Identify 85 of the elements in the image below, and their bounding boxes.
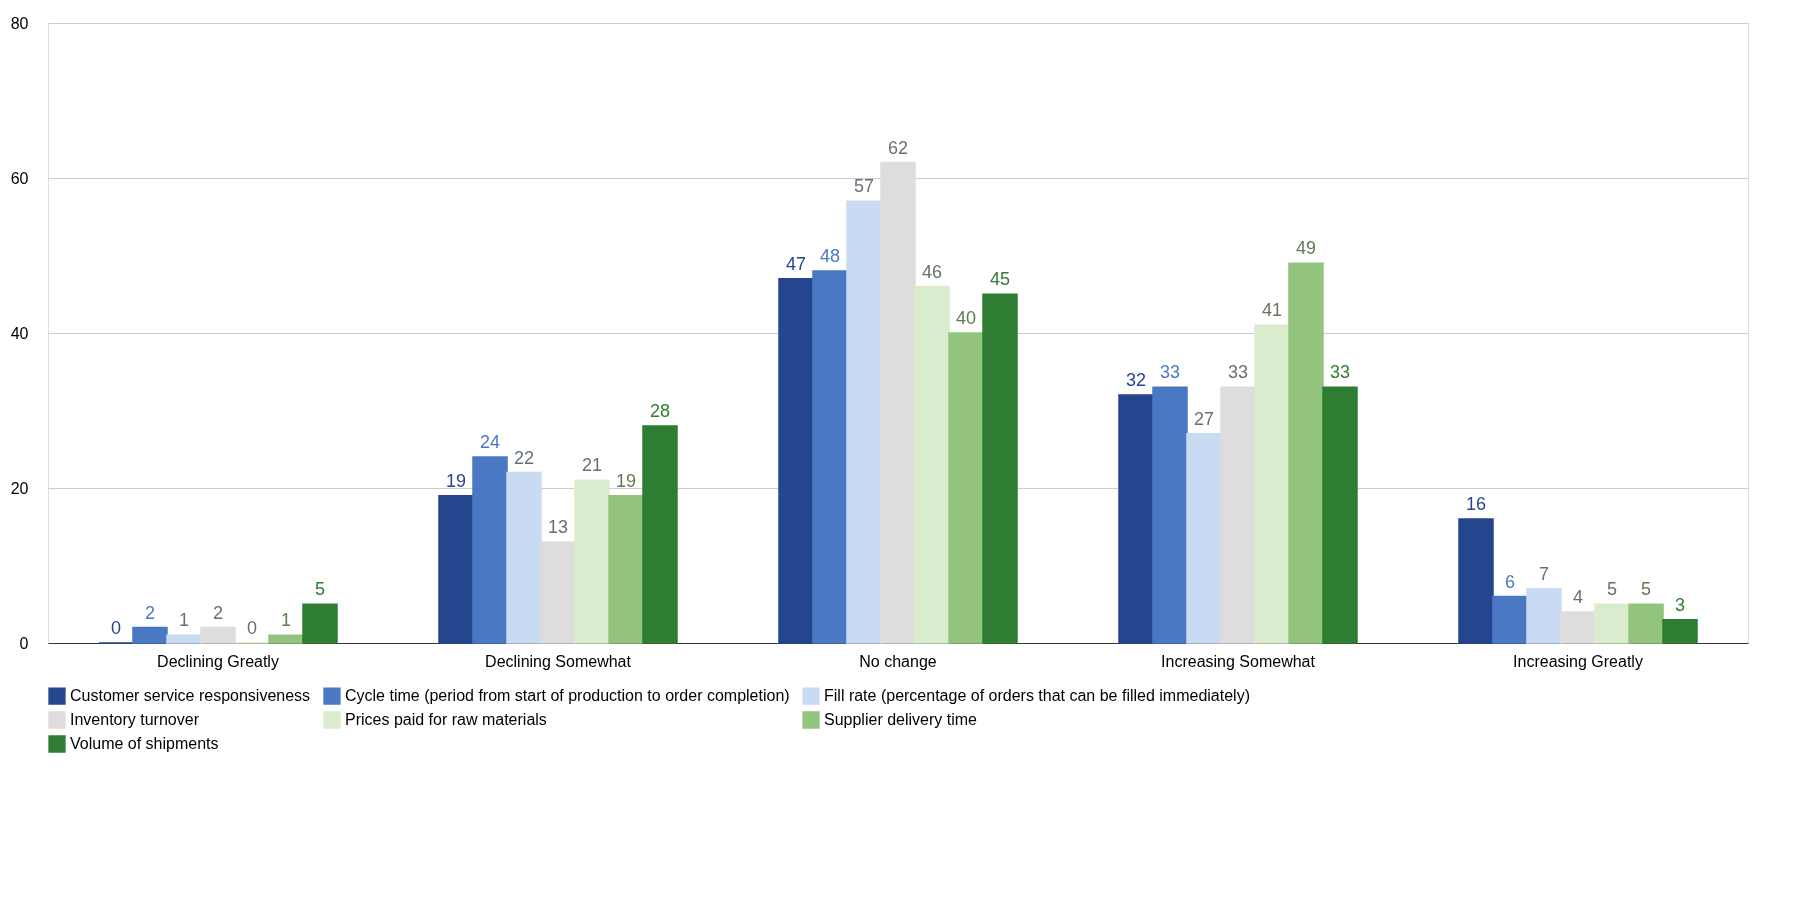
legend-label: Supplier delivery time [824, 711, 978, 728]
bar [1254, 324, 1290, 644]
legend-label: Volume of shipments [70, 735, 219, 752]
bar [302, 603, 338, 644]
bar [948, 332, 984, 644]
bar [200, 626, 236, 644]
bar [1152, 386, 1188, 644]
data-label: 41 [1261, 300, 1283, 321]
x-tick-label: Increasing Greatly [1513, 652, 1643, 670]
legend-label: Cycle time (period from start of production to order completion) [345, 687, 790, 705]
bar [1594, 603, 1630, 644]
legend-label: Inventory turnover [70, 711, 200, 728]
data-label: 19 [445, 470, 467, 491]
y-tick-label: 0 [19, 634, 29, 652]
data-label: 2 [212, 602, 224, 623]
bar [1492, 595, 1528, 644]
legend-label: Prices paid for raw materials [345, 711, 547, 728]
data-label: 47 [785, 253, 807, 274]
bar [1628, 603, 1664, 644]
bar [1186, 433, 1222, 644]
bar [1458, 518, 1494, 644]
data-label: 32 [1125, 370, 1147, 390]
y-tick-label: 20 [10, 479, 29, 497]
data-label: 45 [989, 269, 1011, 290]
bar [540, 541, 576, 644]
bar [1322, 386, 1358, 644]
bar [914, 285, 950, 644]
bar [880, 161, 916, 644]
data-label: 28 [649, 401, 671, 421]
data-label: 33 [1159, 362, 1181, 383]
bar [438, 495, 474, 644]
data-label: 4 [1572, 587, 1584, 607]
data-label: 5 [1640, 579, 1652, 600]
bar [1118, 394, 1154, 644]
bar [812, 270, 848, 644]
data-label: 1 [280, 610, 292, 631]
bar [778, 278, 814, 644]
x-tick-label: Declining Greatly [157, 652, 279, 670]
data-label: 27 [1193, 408, 1215, 429]
bar [574, 479, 610, 644]
bar [1288, 262, 1324, 644]
bar [1560, 611, 1596, 644]
data-label: 19 [615, 470, 637, 491]
data-label: 40 [955, 308, 977, 328]
y-tick-label: 80 [10, 14, 29, 32]
bar [982, 293, 1018, 644]
bar [642, 425, 678, 644]
legend-label: Fill rate (percentage of orders that can be filled immediately) [824, 687, 1250, 705]
data-label: 33 [1227, 362, 1249, 383]
data-label: 0 [110, 618, 122, 638]
data-label: 6 [1504, 571, 1516, 592]
bar [608, 495, 644, 644]
bar [132, 626, 168, 644]
y-tick-label: 60 [10, 169, 29, 187]
bar [472, 456, 508, 644]
bar [1220, 386, 1256, 644]
data-label: 5 [1606, 579, 1618, 600]
data-label: 7 [1538, 563, 1550, 584]
data-label: 46 [921, 261, 943, 282]
data-label: 3 [1674, 594, 1686, 615]
x-tick-label: Declining Somewhat [485, 652, 632, 670]
bar [268, 634, 304, 644]
bar [166, 634, 202, 644]
data-label: 21 [581, 455, 603, 476]
x-tick-label: Increasing Somewhat [1161, 652, 1316, 670]
y-tick-label: 40 [10, 324, 29, 342]
bar [506, 471, 542, 644]
bar [846, 200, 882, 644]
data-label: 33 [1329, 362, 1351, 383]
bar [1526, 588, 1562, 644]
data-label: 13 [547, 517, 569, 538]
data-label: 22 [513, 447, 535, 468]
data-label: 1 [178, 610, 190, 631]
x-tick-label: No change [859, 652, 937, 670]
data-label: 5 [314, 579, 326, 600]
data-label: 49 [1295, 238, 1317, 259]
data-label: 24 [479, 432, 501, 452]
data-label: 62 [887, 137, 909, 158]
data-label: 2 [144, 602, 156, 623]
legend-label: Customer service responsiveness [70, 687, 311, 705]
data-label: 16 [1465, 494, 1487, 514]
bar [1662, 619, 1698, 644]
data-label: 57 [853, 176, 875, 197]
data-label: 0 [246, 618, 258, 638]
data-label: 48 [819, 246, 841, 266]
